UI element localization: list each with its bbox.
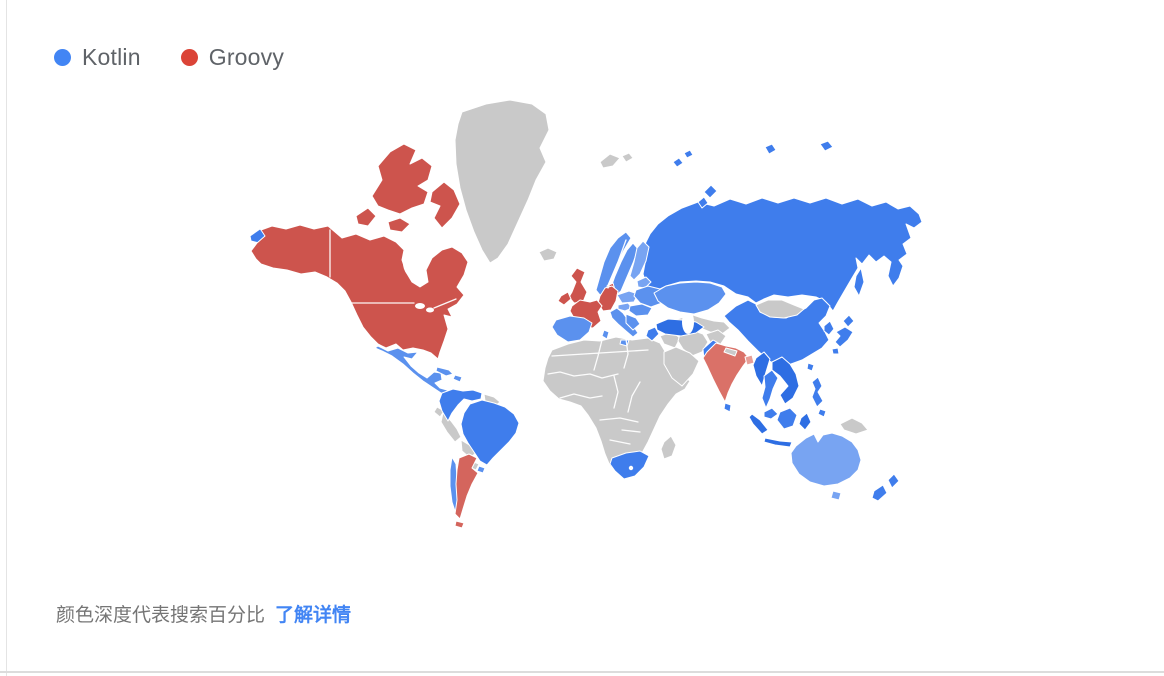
region-baltics[interactable] [636,276,652,289]
region-ireland[interactable] [557,291,572,306]
great-lake-east [426,307,434,313]
region-new-siberian-islands[interactable] [819,140,834,152]
region-novaya-zemlya-south[interactable] [697,196,709,209]
region-balkans[interactable] [625,313,641,331]
legend-item-groovy[interactable]: Groovy [180,44,285,71]
region-java[interactable] [763,437,793,448]
groovy-legend-dot-icon [180,49,198,66]
region-colombia-venezuela[interactable] [438,388,483,422]
region-mexico-central-america[interactable] [374,345,454,398]
region-philippines-south[interactable] [817,408,827,418]
region-australia[interactable] [790,432,862,487]
kotlin-dot [54,49,71,66]
region-bangladesh[interactable] [744,354,755,366]
region-franz-josef-1[interactable] [672,157,684,168]
region-svalbard[interactable] [599,153,621,169]
region-canada-arctic-islands-1[interactable] [371,143,433,215]
region-kazakhstan[interactable] [653,281,727,315]
region-malaysia[interactable] [763,407,779,420]
region-philippines[interactable] [811,376,824,408]
region-new-zealand-north[interactable] [887,473,900,489]
region-north-america[interactable] [250,224,469,360]
region-thailand[interactable] [761,369,779,409]
region-argentina[interactable] [454,453,479,520]
region-japan-hokkaido[interactable] [842,314,855,328]
region-novaya-zemlya[interactable] [703,184,718,199]
caspian-sea [682,310,694,334]
region-madagascar[interactable] [660,435,677,460]
africa-internal-borders [547,338,649,445]
region-taiwan[interactable] [806,362,815,372]
region-korea[interactable] [823,320,835,336]
region-uruguay[interactable] [476,465,486,474]
scandinavia-borders [607,239,627,289]
footer: 颜色深度代表搜索百分比 了解详情 [56,600,351,627]
region-borneo[interactable] [776,407,798,430]
kotlin-legend-dot-icon [54,49,71,66]
region-japan-honshu[interactable] [834,326,854,348]
region-severnaya-zemlya[interactable] [764,143,777,155]
region-italy[interactable] [609,307,639,338]
region-sumatra[interactable] [748,413,769,435]
region-franz-josef-2[interactable] [683,149,694,159]
region-brazil[interactable] [460,399,520,466]
region-russia[interactable] [642,197,923,312]
region-greenland[interactable] [454,99,550,264]
region-new-guinea[interactable] [839,417,869,435]
region-vietnam-laos[interactable] [771,356,800,405]
region-africa[interactable] [542,336,691,475]
region-romania-hungary[interactable] [628,303,653,317]
region-czech-slovakia[interactable] [617,302,633,312]
region-tasmania[interactable] [830,490,842,501]
black-sea [652,308,674,320]
region-sri-lanka[interactable] [723,402,732,413]
region-svalbard-east[interactable] [621,152,634,163]
region-finland[interactable] [629,240,650,281]
region-iceland[interactable] [538,247,558,262]
legend: Kotlin Groovy [54,44,284,71]
learn-more-link[interactable]: 了解详情 [275,605,352,626]
region-india[interactable] [702,342,750,403]
region-iberia[interactable] [551,315,593,343]
groovy-dot [180,49,198,66]
region-sulawesi[interactable] [798,412,812,431]
region-new-zealand-south[interactable] [871,484,888,502]
region-baffin-island[interactable] [429,181,461,229]
region-tierra-del-fuego[interactable] [454,520,465,529]
legend-label-kotlin: Kotlin [82,44,141,70]
great-lake-west [415,303,425,309]
card-bottom-border [0,671,1164,673]
region-mongolia[interactable] [755,299,805,319]
lesotho-enclave [628,465,634,471]
color-depth-caption: 颜色深度代表搜索百分比 [56,605,266,626]
region-greece[interactable] [645,326,660,342]
region-sardinia[interactable] [601,329,610,340]
legend-item-kotlin[interactable]: Kotlin [54,44,141,71]
region-united-kingdom[interactable] [568,267,588,304]
card-left-border [6,0,7,676]
region-cuba[interactable] [435,366,454,377]
us-canada-border [343,298,457,309]
hudson-bay-water [403,248,427,278]
region-peru[interactable] [440,412,462,443]
region-south-africa[interactable] [609,450,650,480]
region-japan-kyushu[interactable] [831,347,840,355]
region-arabia[interactable] [663,346,700,387]
region-nepal[interactable] [723,347,738,357]
region-canada-arctic-islands-2[interactable] [355,207,377,227]
region-sakhalin[interactable] [853,267,865,297]
legend-label-groovy: Groovy [208,44,285,70]
region-hispaniola[interactable] [452,374,463,383]
region-canada-arctic-islands-3[interactable] [387,217,411,233]
